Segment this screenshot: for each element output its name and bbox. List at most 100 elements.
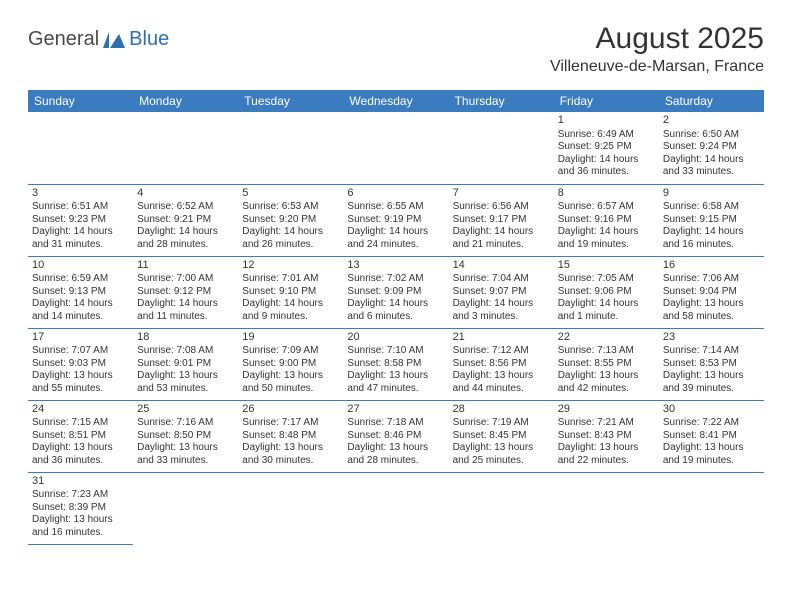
daylight-line: Daylight: 14 hours and 3 minutes.: [453, 298, 550, 323]
sunset-line: Sunset: 8:41 PM: [663, 430, 760, 443]
sunset-line: Sunset: 9:01 PM: [137, 358, 234, 371]
daylight-line: Daylight: 14 hours and 16 minutes.: [663, 226, 760, 251]
calendar-cell: 22Sunrise: 7:13 AMSunset: 8:55 PMDayligh…: [554, 328, 659, 400]
day-number: 16: [663, 259, 760, 273]
sunset-line: Sunset: 8:39 PM: [32, 502, 129, 515]
sunset-line: Sunset: 9:10 PM: [242, 286, 339, 299]
daylight-line: Daylight: 13 hours and 39 minutes.: [663, 370, 760, 395]
sunrise-line: Sunrise: 6:55 AM: [347, 201, 444, 214]
flag-icon: [103, 32, 125, 48]
sunset-line: Sunset: 9:15 PM: [663, 214, 760, 227]
calendar-cell: [343, 112, 448, 184]
calendar-cell: 6Sunrise: 6:55 AMSunset: 9:19 PMDaylight…: [343, 184, 448, 256]
sunrise-line: Sunrise: 7:04 AM: [453, 273, 550, 286]
day-number: 24: [32, 403, 129, 417]
daylight-line: Daylight: 14 hours and 11 minutes.: [137, 298, 234, 323]
day-number: 14: [453, 259, 550, 273]
day-number: 31: [32, 475, 129, 489]
sunrise-line: Sunrise: 7:18 AM: [347, 417, 444, 430]
sunrise-line: Sunrise: 7:05 AM: [558, 273, 655, 286]
calendar-cell: 21Sunrise: 7:12 AMSunset: 8:56 PMDayligh…: [449, 328, 554, 400]
sunset-line: Sunset: 8:51 PM: [32, 430, 129, 443]
calendar-cell: 18Sunrise: 7:08 AMSunset: 9:01 PMDayligh…: [133, 328, 238, 400]
calendar-cell: 20Sunrise: 7:10 AMSunset: 8:58 PMDayligh…: [343, 328, 448, 400]
calendar-cell: [238, 112, 343, 184]
daylight-line: Daylight: 13 hours and 16 minutes.: [32, 514, 129, 539]
daylight-line: Daylight: 14 hours and 33 minutes.: [663, 154, 760, 179]
calendar-cell: 27Sunrise: 7:18 AMSunset: 8:46 PMDayligh…: [343, 400, 448, 472]
day-number: 29: [558, 403, 655, 417]
sunrise-line: Sunrise: 7:15 AM: [32, 417, 129, 430]
daylight-line: Daylight: 14 hours and 14 minutes.: [32, 298, 129, 323]
sunset-line: Sunset: 9:24 PM: [663, 141, 760, 154]
sunrise-line: Sunrise: 6:50 AM: [663, 129, 760, 142]
day-number: 9: [663, 187, 760, 201]
daylight-line: Daylight: 13 hours and 58 minutes.: [663, 298, 760, 323]
calendar-cell: 14Sunrise: 7:04 AMSunset: 9:07 PMDayligh…: [449, 256, 554, 328]
calendar-cell: 23Sunrise: 7:14 AMSunset: 8:53 PMDayligh…: [659, 328, 764, 400]
sunset-line: Sunset: 9:19 PM: [347, 214, 444, 227]
daylight-line: Daylight: 14 hours and 21 minutes.: [453, 226, 550, 251]
day-header: Friday: [554, 90, 659, 112]
sunset-line: Sunset: 8:58 PM: [347, 358, 444, 371]
day-number: 11: [137, 259, 234, 273]
calendar-cell: 30Sunrise: 7:22 AMSunset: 8:41 PMDayligh…: [659, 400, 764, 472]
day-number: 23: [663, 331, 760, 345]
day-number: 1: [558, 114, 655, 128]
sunrise-line: Sunrise: 7:00 AM: [137, 273, 234, 286]
calendar-cell: 16Sunrise: 7:06 AMSunset: 9:04 PMDayligh…: [659, 256, 764, 328]
calendar-cell: 3Sunrise: 6:51 AMSunset: 9:23 PMDaylight…: [28, 184, 133, 256]
sunset-line: Sunset: 9:09 PM: [347, 286, 444, 299]
daylight-line: Daylight: 13 hours and 30 minutes.: [242, 442, 339, 467]
logo: General Blue: [28, 28, 169, 51]
calendar-cell: [659, 472, 764, 544]
sunrise-line: Sunrise: 7:01 AM: [242, 273, 339, 286]
calendar-cell: [28, 112, 133, 184]
day-number: 27: [347, 403, 444, 417]
daylight-line: Daylight: 13 hours and 53 minutes.: [137, 370, 234, 395]
sunset-line: Sunset: 9:23 PM: [32, 214, 129, 227]
day-number: 8: [558, 187, 655, 201]
sunset-line: Sunset: 8:48 PM: [242, 430, 339, 443]
day-number: 21: [453, 331, 550, 345]
daylight-line: Daylight: 13 hours and 25 minutes.: [453, 442, 550, 467]
calendar-cell: 15Sunrise: 7:05 AMSunset: 9:06 PMDayligh…: [554, 256, 659, 328]
sunrise-line: Sunrise: 7:06 AM: [663, 273, 760, 286]
day-header: Tuesday: [238, 90, 343, 112]
calendar-cell: [449, 112, 554, 184]
day-header: Wednesday: [343, 90, 448, 112]
sunrise-line: Sunrise: 6:49 AM: [558, 129, 655, 142]
daylight-line: Daylight: 13 hours and 19 minutes.: [663, 442, 760, 467]
calendar-row: 24Sunrise: 7:15 AMSunset: 8:51 PM Dayligh…: [28, 400, 764, 472]
month-title: August 2025: [550, 22, 764, 56]
daylight-line: Daylight: 14 hours and 28 minutes.: [137, 226, 234, 251]
calendar-cell: 28Sunrise: 7:19 AMSunset: 8:45 PMDayligh…: [449, 400, 554, 472]
sunrise-line: Sunrise: 7:16 AM: [137, 417, 234, 430]
calendar-table: Sunday Monday Tuesday Wednesday Thursday…: [28, 90, 764, 545]
sunset-line: Sunset: 8:53 PM: [663, 358, 760, 371]
calendar-cell: 2Sunrise: 6:50 AMSunset: 9:24 PMDaylight…: [659, 112, 764, 184]
calendar-cell: 5Sunrise: 6:53 AMSunset: 9:20 PMDaylight…: [238, 184, 343, 256]
calendar-cell: 25Sunrise: 7:16 AMSunset: 8:50 PMDayligh…: [133, 400, 238, 472]
logo-text-general: General: [28, 28, 99, 51]
day-number: 6: [347, 187, 444, 201]
calendar-cell: [343, 472, 448, 544]
calendar-cell: [554, 472, 659, 544]
calendar-cell: 24Sunrise: 7:15 AMSunset: 8:51 PMDayligh…: [28, 400, 133, 472]
daylight-line: Daylight: 14 hours and 6 minutes.: [347, 298, 444, 323]
sunset-line: Sunset: 9:17 PM: [453, 214, 550, 227]
sunrise-line: Sunrise: 7:23 AM: [32, 489, 129, 502]
day-number: 18: [137, 331, 234, 345]
day-number: 4: [137, 187, 234, 201]
sunset-line: Sunset: 9:12 PM: [137, 286, 234, 299]
calendar-cell: 10Sunrise: 6:59 AMSunset: 9:13 PMDayligh…: [28, 256, 133, 328]
day-header: Monday: [133, 90, 238, 112]
logo-text-blue: Blue: [129, 28, 169, 51]
calendar-cell: 4Sunrise: 6:52 AMSunset: 9:21 PMDaylight…: [133, 184, 238, 256]
calendar-cell: [449, 472, 554, 544]
sunset-line: Sunset: 8:55 PM: [558, 358, 655, 371]
calendar-cell: 12Sunrise: 7:01 AMSunset: 9:10 PMDayligh…: [238, 256, 343, 328]
calendar-cell: 11Sunrise: 7:00 AMSunset: 9:12 PMDayligh…: [133, 256, 238, 328]
sunset-line: Sunset: 9:20 PM: [242, 214, 339, 227]
sunrise-line: Sunrise: 7:02 AM: [347, 273, 444, 286]
